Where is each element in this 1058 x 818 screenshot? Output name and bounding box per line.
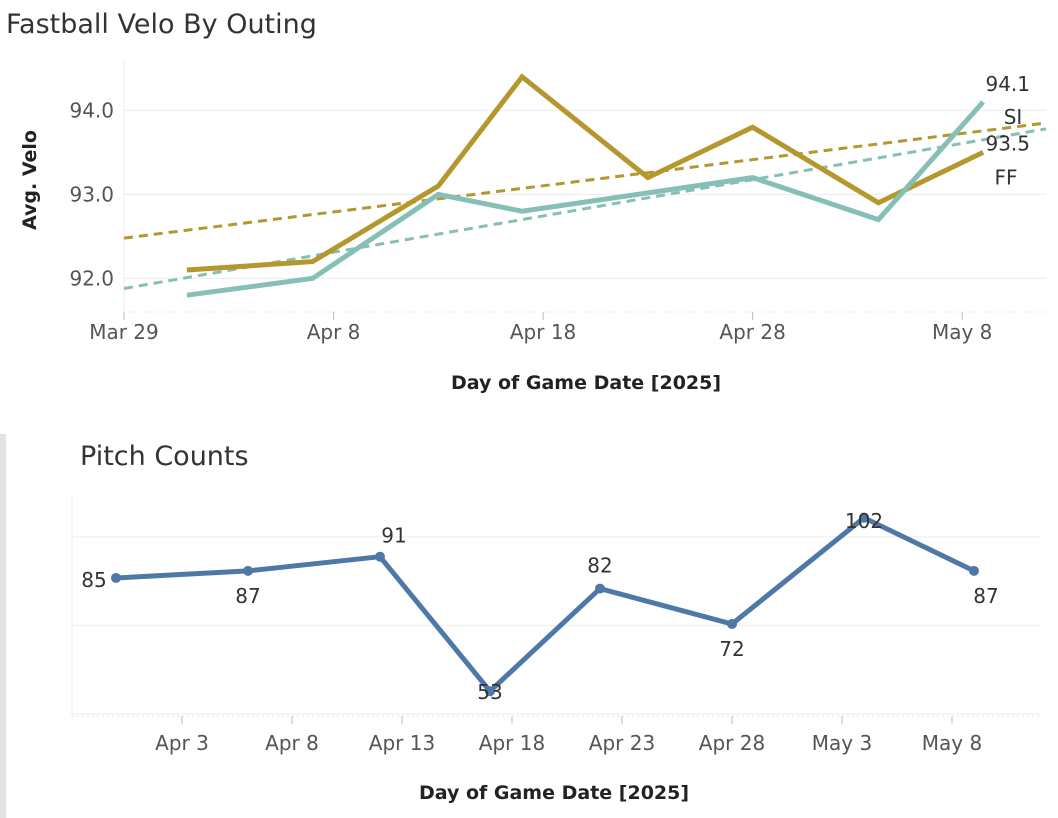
velo-gridlines — [124, 109, 1046, 313]
pitch-x-tick-label: Apr 13 — [369, 731, 435, 755]
velo-trend-line-ff — [123, 121, 1047, 240]
velo-series-line-si — [186, 100, 985, 298]
velo-end-value-ff: 93.5 — [985, 131, 1030, 155]
velo-series — [186, 73, 985, 298]
velo-end-value-si: 94.1 — [985, 72, 1030, 96]
pitch-data-label: 102 — [845, 509, 883, 533]
velo-series-line-ff — [186, 73, 985, 273]
velo-end-labels: 93.5 FF 94.1 SI — [985, 72, 1030, 189]
pitch-data-point — [595, 583, 605, 594]
pitch-data-point — [485, 686, 495, 697]
pitch-x-tick-label: May 8 — [922, 731, 982, 755]
velo-y-axis-title: Avg. Velo — [19, 130, 41, 230]
velo-series-name-ff: FF — [994, 165, 1017, 189]
pitch-data-label: 82 — [587, 554, 612, 578]
velo-y-tick-label: 93.0 — [69, 182, 114, 206]
left-edge-bar — [0, 434, 6, 818]
pitch-data-point — [859, 512, 869, 523]
pitch-data-point — [243, 565, 253, 576]
pitch-x-tick-label: Apr 8 — [265, 731, 319, 755]
velo-x-tick-label: Mar 29 — [89, 320, 159, 344]
pitch-data-label: 91 — [381, 524, 406, 548]
velo-y-tick-label: 92.0 — [69, 266, 114, 290]
velo-x-tick-label: Apr 28 — [719, 320, 785, 344]
pitch-x-axis-title: Day of Game Date [2025] — [419, 782, 689, 804]
velo-x-tick-label: Apr 8 — [307, 320, 361, 344]
pitch-x-tick-label: Apr 3 — [155, 731, 209, 755]
pitch-x-tick-label: May 3 — [812, 731, 872, 755]
velo-y-ticks: 92.0 93.0 94.0 — [69, 98, 114, 290]
pitch-gridlines — [72, 536, 1040, 717]
velo-chart: Fastball Velo By Outing 92.0 93.0 94.0 Mar… — [6, 9, 1047, 394]
pitch-data-point — [727, 618, 737, 629]
pitch-data-label: 53 — [477, 680, 502, 704]
pitch-x-tick-label: Apr 23 — [589, 731, 655, 755]
pitch-x-tick-label: Apr 18 — [479, 731, 545, 755]
velo-series-name-si: SI — [1004, 105, 1023, 129]
pitch-series-line — [115, 514, 976, 695]
pitch-data-point — [375, 551, 385, 562]
velo-y-tick-label: 94.0 — [69, 98, 114, 122]
velo-x-tick-label: May 8 — [932, 320, 992, 344]
velo-x-tick-label: Apr 18 — [510, 320, 576, 344]
pitch-data-label: 85 — [81, 568, 106, 592]
velo-x-axis-title: Day of Game Date [2025] — [451, 372, 721, 394]
pitch-chart: Pitch Counts Apr 3 Apr 8 Apr 13 Apr 18 Apr 2… — [71, 441, 1040, 804]
pitch-data-label: 72 — [719, 637, 744, 661]
pitch-data-point — [969, 565, 979, 576]
pitch-points — [111, 512, 979, 697]
pitch-data-point — [111, 572, 121, 583]
pitch-series — [115, 514, 976, 695]
pitch-data-labels: 85 87 91 53 82 72 102 87 — [81, 509, 998, 704]
pitch-data-label: 87 — [235, 584, 260, 608]
velo-x-ticks: Mar 29 Apr 8 Apr 18 Apr 28 May 8 — [89, 312, 992, 344]
pitch-data-label: 87 — [973, 584, 998, 608]
pitch-chart-title: Pitch Counts — [80, 441, 249, 472]
velo-chart-title: Fastball Velo By Outing — [6, 9, 317, 40]
pitch-x-ticks: Apr 3 Apr 8 Apr 13 Apr 18 Apr 23 Apr 28 May 3 M… — [155, 716, 982, 755]
pitch-x-tick-label: Apr 28 — [699, 731, 765, 755]
